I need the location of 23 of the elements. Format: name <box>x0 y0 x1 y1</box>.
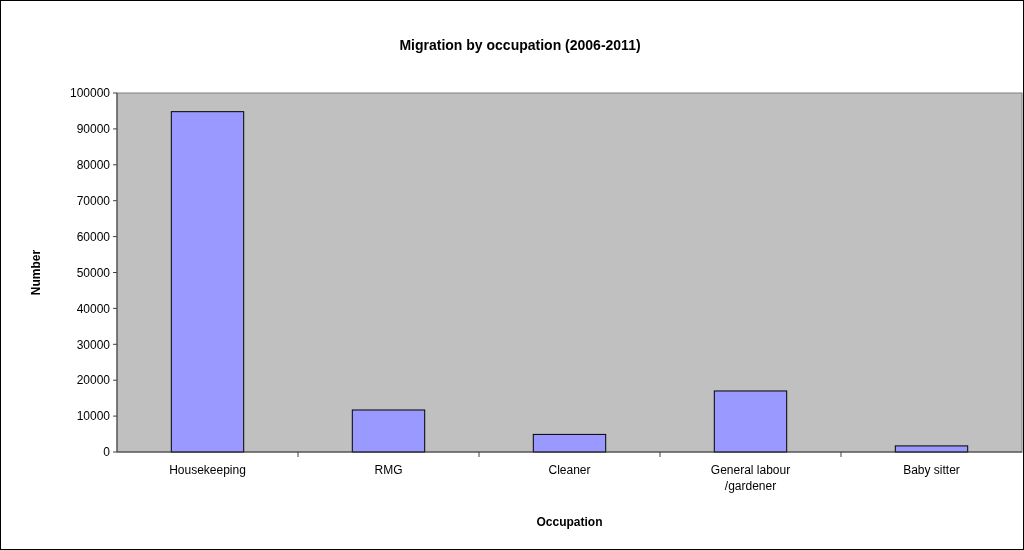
x-tick-label: Cleaner <box>548 463 591 477</box>
y-tick-label: 10000 <box>76 409 111 424</box>
bar <box>351 409 426 453</box>
y-tick-label: 30000 <box>76 337 111 352</box>
y-tick-label: 80000 <box>76 158 111 172</box>
y-tick-label: 40000 <box>76 301 111 316</box>
x-tick-label: Housekeeping <box>169 463 246 477</box>
y-tick-label: 70000 <box>76 193 111 208</box>
chart-title: Migration by occupation (2006-2011) <box>399 37 641 53</box>
bar <box>532 433 607 453</box>
bar <box>713 390 788 453</box>
y-axis-title: Number <box>29 249 43 296</box>
x-tick-label: RMG <box>374 463 403 477</box>
y-tick-label: 20000 <box>76 373 111 388</box>
bar <box>170 111 245 453</box>
y-tick-label: 90000 <box>76 122 111 137</box>
y-tick-label: 100000 <box>69 86 111 101</box>
y-tick-label: 0 <box>103 445 111 460</box>
x-tick-label: Baby sitter <box>903 463 960 477</box>
x-axis-title: Occupation <box>536 515 603 529</box>
y-tick-label: 50000 <box>76 265 111 280</box>
x-tick-label: General labour /gardener <box>710 463 791 493</box>
y-tick-label: 60000 <box>76 229 111 244</box>
